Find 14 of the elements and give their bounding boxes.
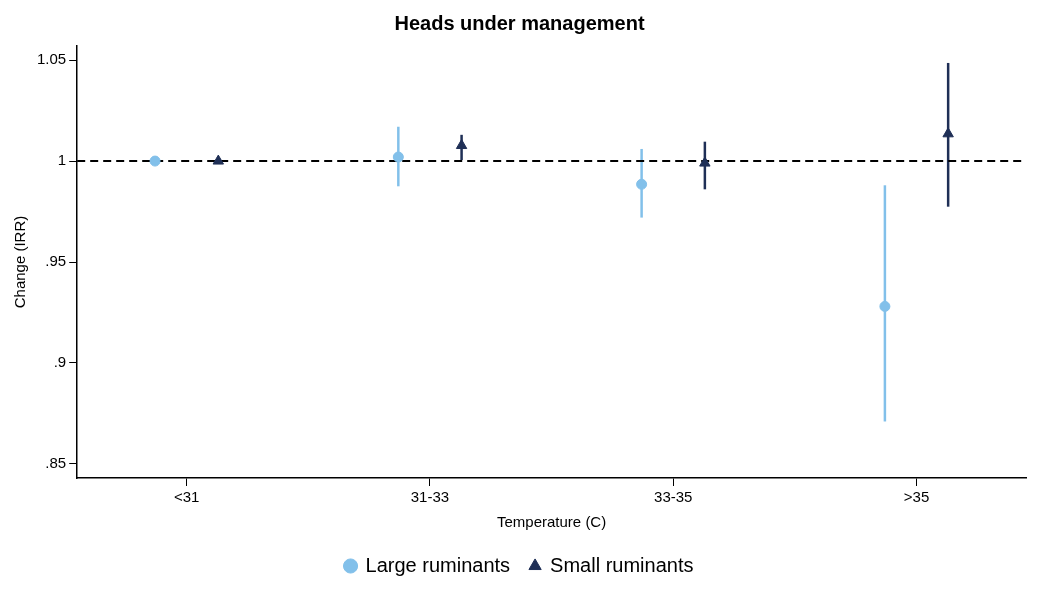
legend-label: Small ruminants [550,553,694,576]
x-axis-title: Temperature (C) [497,513,607,531]
x-tick-label: 33-35 [654,488,693,506]
x-tick-label: 31-33 [410,488,450,506]
y-axis-title: Change (IRR) [11,215,29,309]
y-tick-label: .9 [53,353,67,371]
x-tick-label: <31 [173,488,200,506]
x-tick-label: >35 [903,488,930,506]
y-tick-label: .85 [45,454,67,472]
y-tick-label: .95 [45,252,67,270]
chart-title: Heads under management [394,11,645,34]
y-tick-label: 1 [57,151,67,169]
y-tick-label: 1.05 [36,50,67,68]
legend-label: Large ruminants [365,553,511,576]
